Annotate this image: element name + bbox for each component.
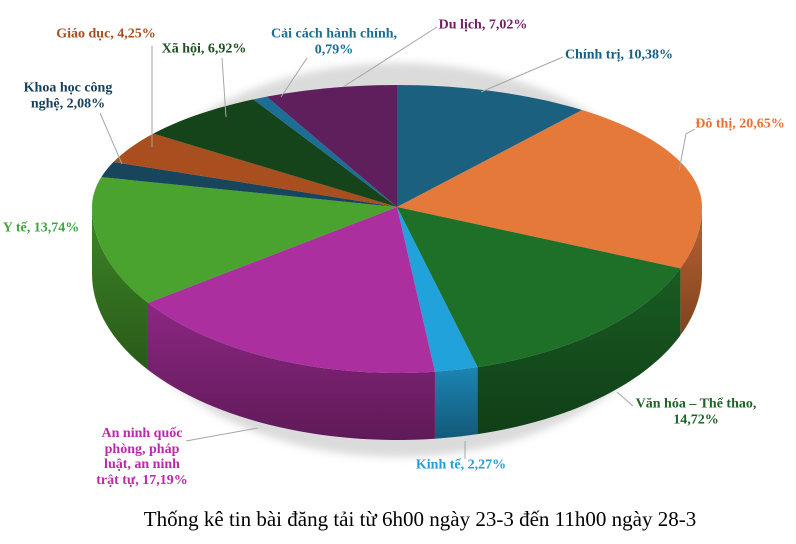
slice-label: An ninh quốc phòng, pháp luật, an ninh trật…: [96, 426, 188, 488]
leader-line: [616, 391, 634, 407]
pie-slice[interactable]: [397, 207, 681, 368]
slice-label: Khoa học công nghệ, 2,08%: [23, 80, 113, 112]
slice-label: Y tế, 13,74%: [2, 220, 80, 236]
leader-line: [678, 128, 696, 172]
leader-line: [221, 57, 227, 118]
leader-line: [185, 427, 259, 442]
pie-slice[interactable]: [253, 96, 397, 207]
pie-slice-side: [680, 207, 702, 336]
pie-slice[interactable]: [92, 177, 397, 303]
pie-slice-side: [92, 207, 148, 370]
leader-line: [99, 112, 123, 165]
pie-slice[interactable]: [397, 85, 583, 207]
pie-slice[interactable]: [397, 110, 702, 269]
leader-line: [280, 57, 308, 98]
leader-line: [342, 26, 438, 88]
slice-label: Du lịch, 7,02%: [438, 17, 528, 33]
pie-slice[interactable]: [147, 207, 435, 373]
slice-label: Chính trị, 10,38%: [564, 47, 674, 63]
slice-label: Giáo dục, 4,25%: [56, 26, 156, 42]
pie-slice[interactable]: [101, 161, 397, 207]
pie-slice[interactable]: [397, 207, 478, 372]
pie-slice-side: [477, 268, 681, 435]
slice-label: Cải cách hành chính, 0,79%: [270, 26, 398, 58]
pie-slice-side: [147, 302, 435, 440]
slice-label: Kinh tế, 2,27%: [415, 457, 507, 473]
leader-line: [480, 56, 564, 93]
data-labels-layer: Chính trị, 10,38% Đô thị, 20,65% Văn hóa –…: [2, 17, 785, 488]
pie-slice-side: [434, 367, 478, 439]
slice-label: Đô thị, 20,65%: [695, 116, 785, 132]
pie-slice[interactable]: [266, 85, 397, 207]
slice-label: Xã hội, 6,92%: [161, 41, 247, 57]
pie-chart: Chính trị, 10,38% Đô thị, 20,65% Văn hóa –…: [2, 17, 785, 488]
chart-title: Thống kê tin bài đăng tải từ 6h00 ngày 2…: [143, 507, 697, 531]
pie-slice[interactable]: [113, 133, 397, 207]
pie-slice[interactable]: [153, 99, 397, 207]
slice-label: Văn hóa – Thể thao, 14,72%: [635, 396, 757, 428]
